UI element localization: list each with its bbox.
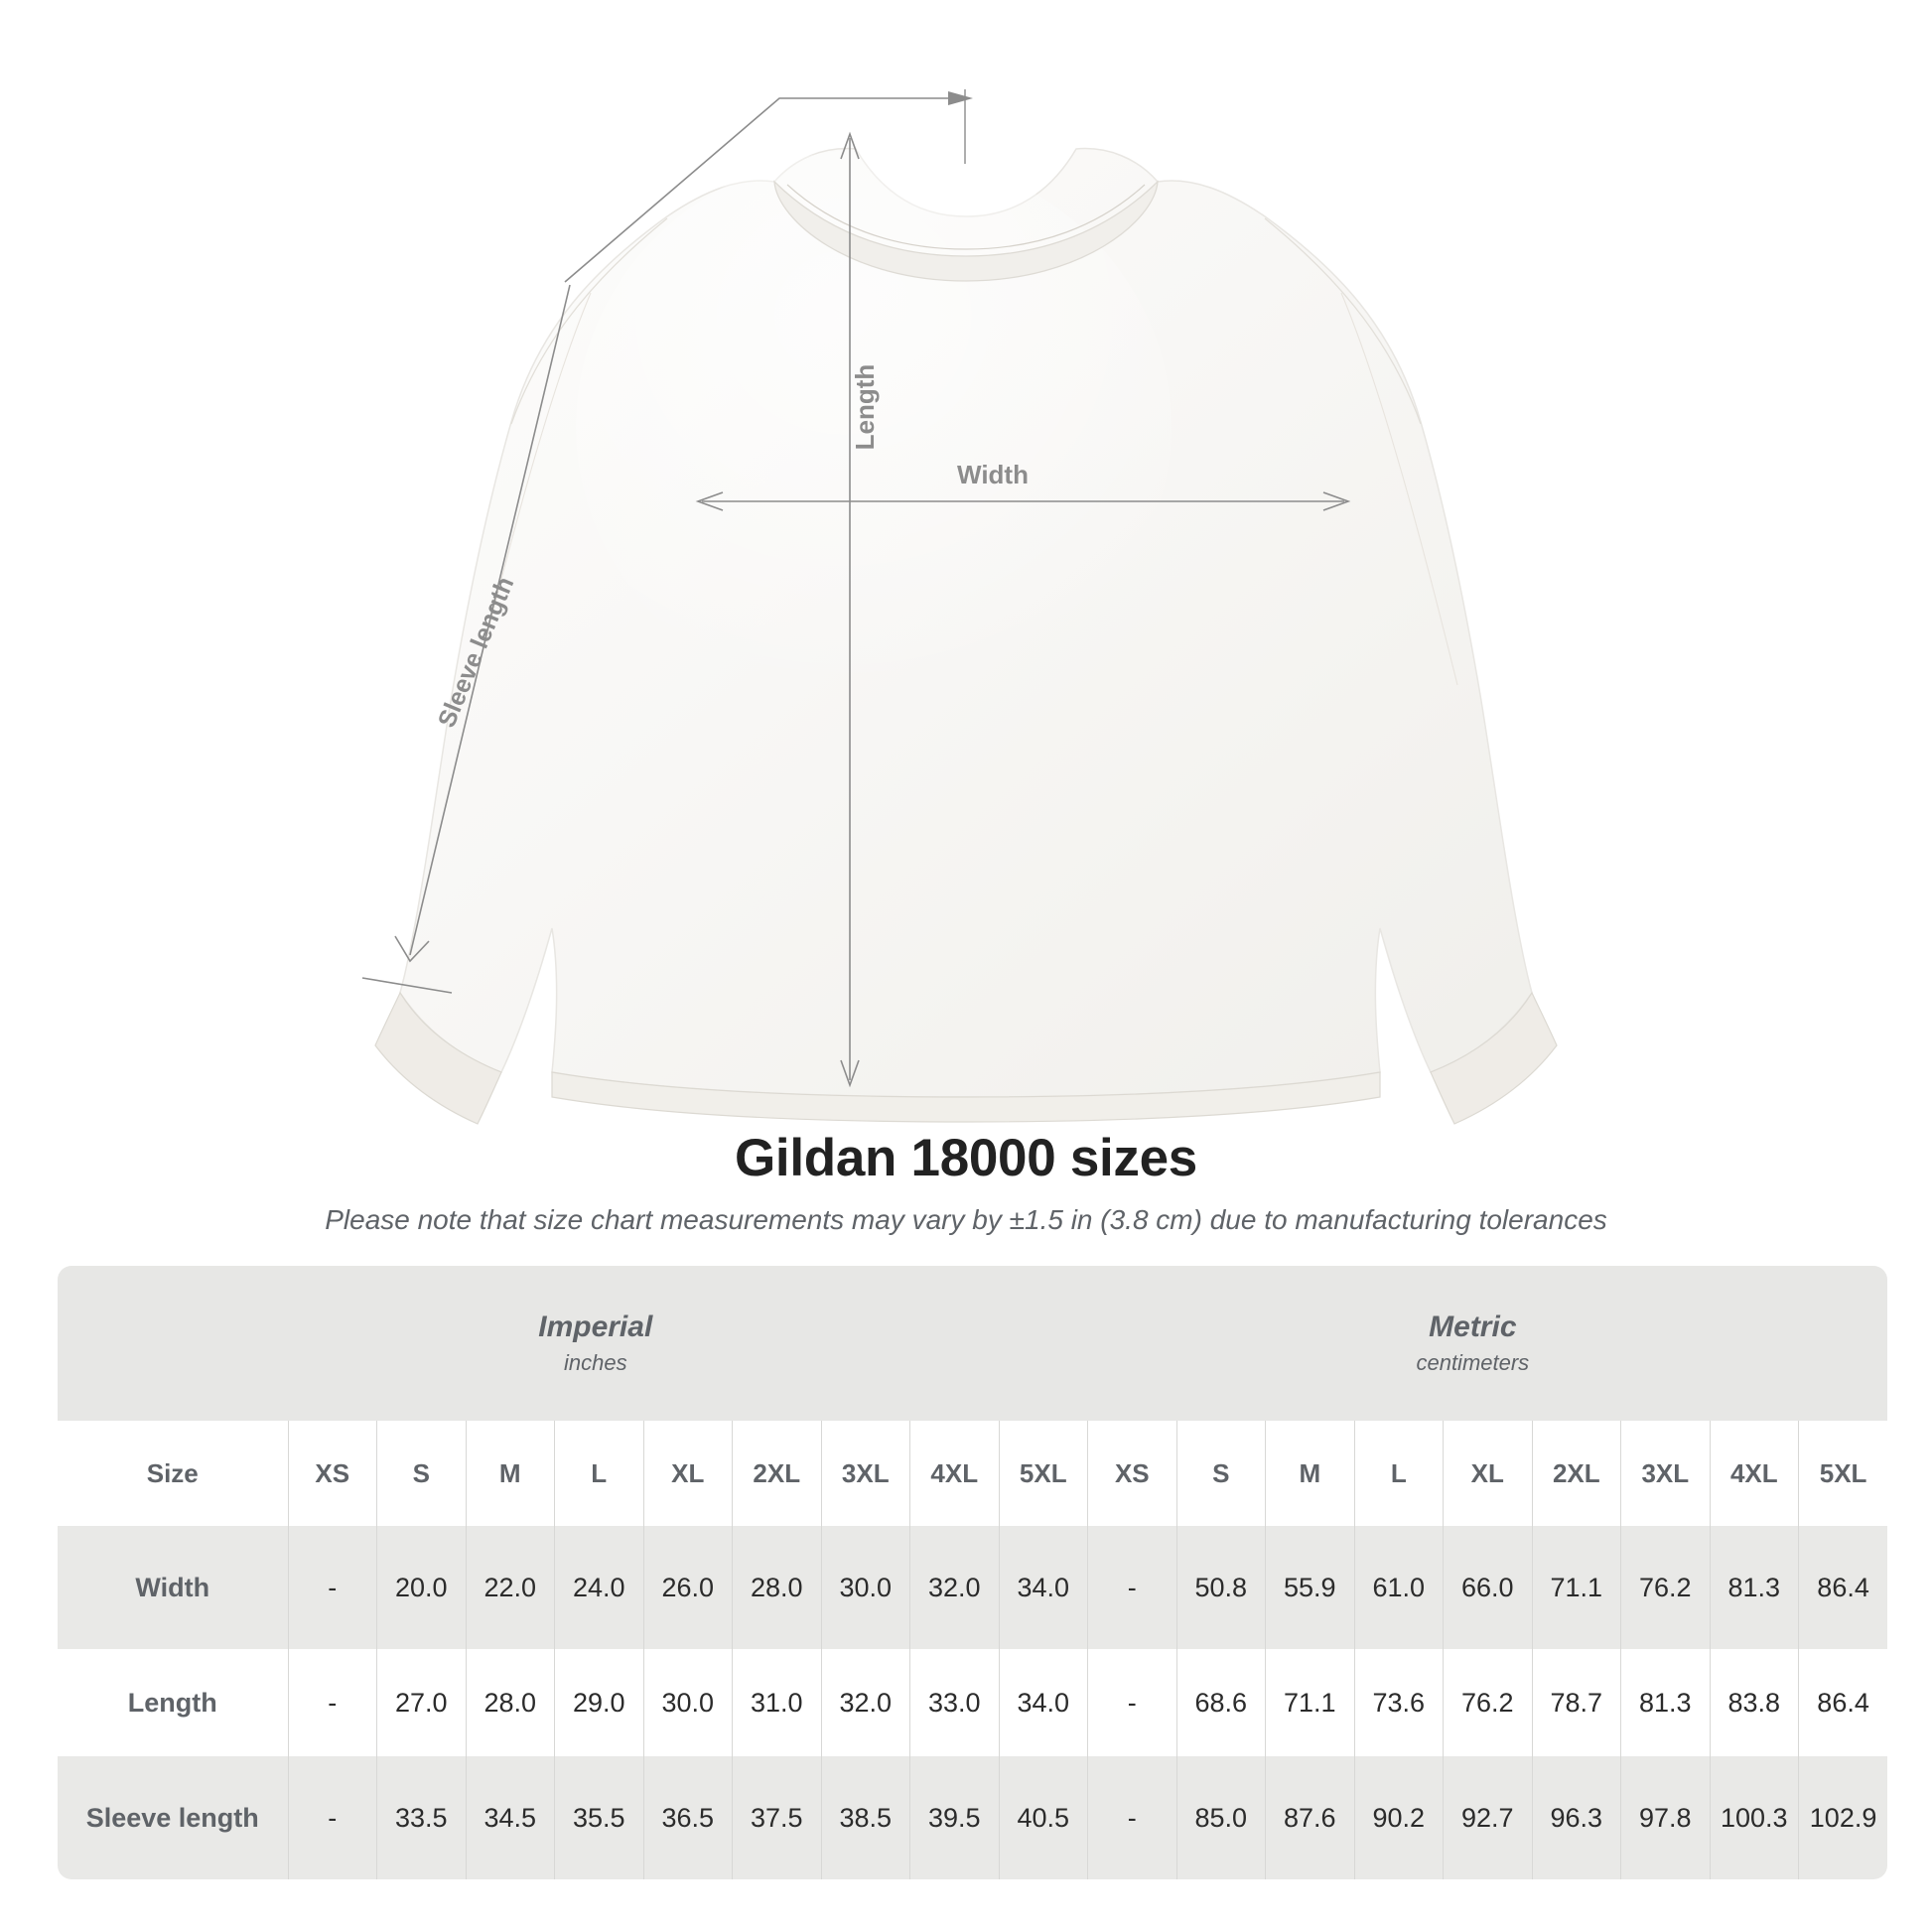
svg-text:Length: Length [850,364,880,451]
svg-text:Width: Width [957,460,1029,489]
